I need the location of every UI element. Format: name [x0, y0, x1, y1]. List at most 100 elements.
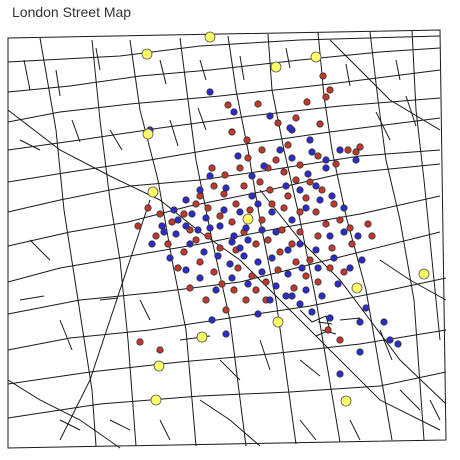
case-marker-blue[interactable] [288, 216, 296, 224]
case-marker-red[interactable] [186, 284, 194, 292]
case-marker-red[interactable] [210, 268, 218, 276]
case-marker-red[interactable] [240, 182, 248, 190]
case-marker-blue[interactable] [340, 228, 348, 236]
case-marker-red[interactable] [314, 278, 322, 286]
case-marker-blue[interactable] [296, 240, 304, 248]
case-marker-blue[interactable] [206, 88, 214, 96]
case-marker-red[interactable] [268, 200, 276, 208]
case-marker-blue[interactable] [186, 240, 194, 248]
case-marker-red[interactable] [306, 178, 314, 186]
case-marker-blue[interactable] [230, 108, 238, 116]
case-marker-red[interactable] [256, 178, 264, 186]
case-marker-red[interactable] [296, 208, 304, 216]
pump-marker[interactable] [142, 128, 154, 140]
case-marker-blue[interactable] [196, 186, 204, 194]
case-marker-red[interactable] [352, 148, 360, 156]
case-marker-blue[interactable] [242, 224, 250, 232]
case-marker-red[interactable] [204, 204, 212, 212]
case-marker-blue[interactable] [266, 296, 274, 304]
pump-marker[interactable] [340, 395, 352, 407]
case-marker-red[interactable] [272, 156, 280, 164]
case-marker-red[interactable] [156, 346, 164, 354]
case-marker-blue[interactable] [284, 246, 292, 254]
case-marker-red[interactable] [222, 306, 230, 314]
case-marker-blue[interactable] [296, 300, 304, 308]
pump-marker[interactable] [351, 282, 363, 294]
pump-marker[interactable] [270, 61, 282, 73]
case-marker-blue[interactable] [206, 172, 214, 180]
case-marker-red[interactable] [221, 171, 229, 179]
case-marker-blue[interactable] [166, 254, 174, 262]
pump-marker[interactable] [153, 360, 165, 372]
case-marker-blue[interactable] [258, 226, 266, 234]
case-marker-blue[interactable] [386, 336, 394, 344]
case-marker-red[interactable] [174, 264, 182, 272]
case-marker-blue[interactable] [254, 310, 262, 318]
case-marker-blue[interactable] [254, 258, 262, 266]
case-marker-red[interactable] [164, 240, 172, 248]
case-marker-red[interactable] [332, 160, 340, 168]
case-marker-red[interactable] [180, 210, 188, 218]
case-marker-red[interactable] [216, 212, 224, 220]
case-marker-red[interactable] [328, 244, 336, 252]
pump-marker[interactable] [150, 394, 162, 406]
case-marker-blue[interactable] [336, 146, 344, 154]
case-marker-red[interactable] [262, 278, 270, 286]
case-marker-blue[interactable] [380, 318, 388, 326]
case-marker-blue[interactable] [286, 124, 294, 132]
case-marker-red[interactable] [208, 164, 216, 172]
case-marker-blue[interactable] [304, 170, 312, 178]
case-marker-blue[interactable] [172, 230, 180, 238]
case-marker-red[interactable] [302, 272, 310, 280]
case-marker-red[interactable] [228, 218, 236, 226]
case-marker-blue[interactable] [268, 254, 276, 262]
case-marker-blue[interactable] [188, 210, 196, 218]
case-marker-blue[interactable] [272, 282, 280, 290]
case-marker-blue[interactable] [362, 304, 370, 312]
case-marker-blue[interactable] [222, 330, 230, 338]
case-marker-blue[interactable] [148, 240, 156, 248]
case-marker-blue[interactable] [356, 318, 364, 326]
case-marker-blue[interactable] [352, 156, 360, 164]
case-marker-red[interactable] [134, 222, 142, 230]
case-marker-blue[interactable] [328, 192, 336, 200]
case-marker-blue[interactable] [226, 260, 234, 268]
case-marker-blue[interactable] [276, 146, 284, 154]
case-marker-blue[interactable] [220, 206, 228, 214]
case-marker-red[interactable] [252, 240, 260, 248]
case-marker-red[interactable] [314, 152, 322, 160]
case-marker-red[interactable] [326, 86, 334, 94]
case-marker-blue[interactable] [284, 270, 292, 278]
case-marker-blue[interactable] [212, 286, 220, 294]
pump-marker[interactable] [242, 213, 254, 225]
case-marker-blue[interactable] [216, 222, 224, 230]
case-marker-blue[interactable] [230, 232, 238, 240]
case-marker-red[interactable] [348, 240, 356, 248]
case-marker-red[interactable] [306, 256, 314, 264]
case-marker-blue[interactable] [244, 280, 252, 288]
case-marker-red[interactable] [274, 266, 282, 274]
case-marker-blue[interactable] [214, 252, 222, 260]
case-marker-blue[interactable] [302, 286, 310, 294]
case-marker-red[interactable] [278, 226, 286, 234]
case-marker-blue[interactable] [160, 228, 168, 236]
case-marker-blue[interactable] [228, 238, 236, 246]
case-marker-red[interactable] [248, 272, 256, 280]
case-marker-red[interactable] [326, 264, 334, 272]
case-marker-red[interactable] [292, 258, 300, 266]
case-marker-blue[interactable] [236, 208, 244, 216]
case-marker-red[interactable] [318, 186, 326, 194]
case-marker-blue[interactable] [330, 254, 338, 262]
case-marker-blue[interactable] [308, 148, 316, 156]
case-marker-red[interactable] [364, 220, 372, 228]
pump-marker[interactable] [272, 316, 284, 328]
case-marker-red[interactable] [319, 72, 327, 80]
case-marker-red[interactable] [340, 268, 348, 276]
case-marker-red[interactable] [336, 336, 344, 344]
case-marker-red[interactable] [204, 232, 212, 240]
case-marker-blue[interactable] [326, 232, 334, 240]
case-marker-blue[interactable] [266, 112, 274, 120]
case-marker-red[interactable] [296, 228, 304, 236]
case-marker-red[interactable] [290, 284, 298, 292]
